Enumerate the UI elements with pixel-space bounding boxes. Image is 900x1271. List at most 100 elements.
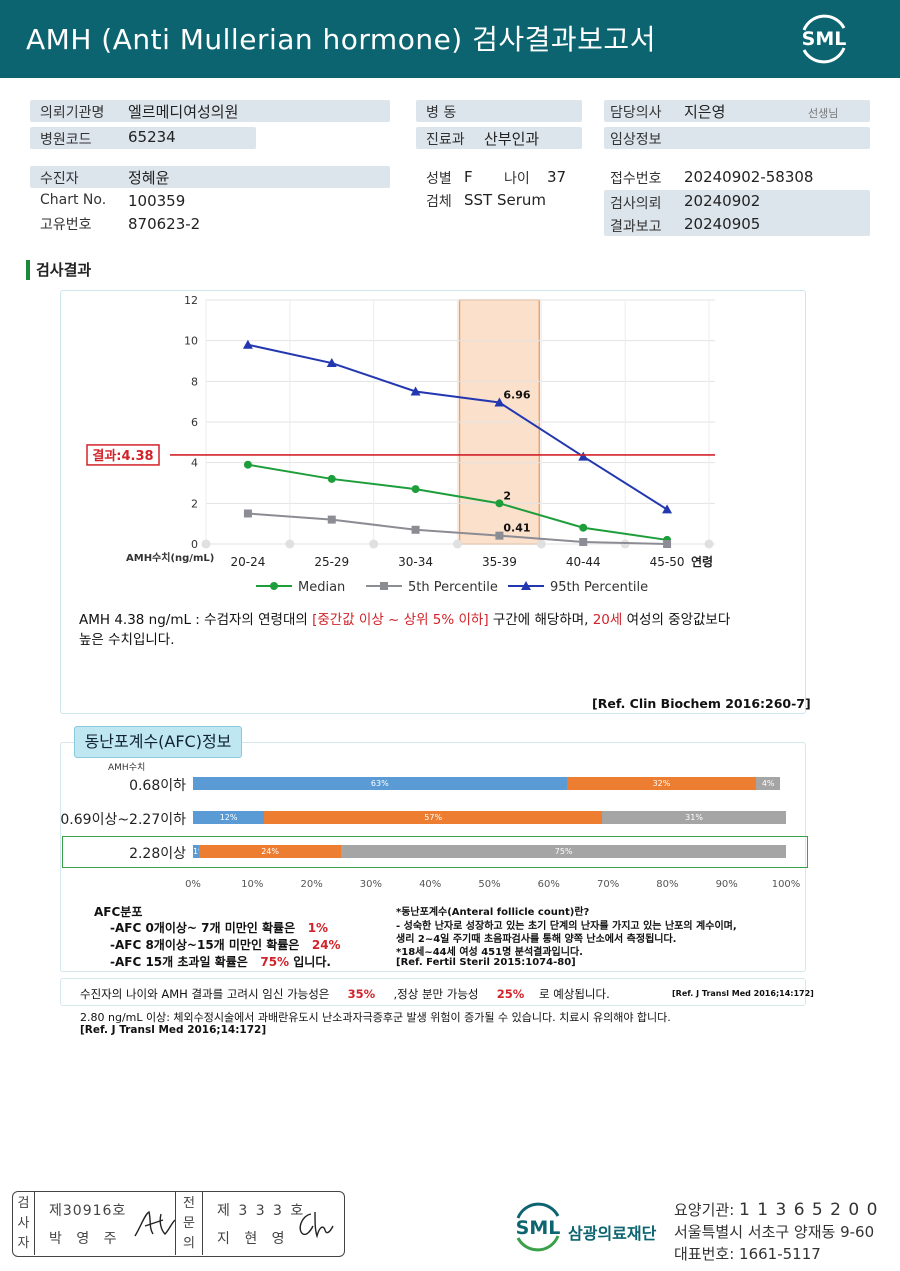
- p5-point: [243, 509, 252, 518]
- afc-def-5: [Ref. Fertil Steril 2015:1074-80]: [396, 957, 576, 968]
- interpretation-line-1: AMH 4.38 ng/mL : 수검자의 연령대의 [중간값 이상 ~ 상위 …: [79, 612, 731, 628]
- p95-point: [242, 339, 253, 349]
- y-tick-label: 2: [191, 497, 198, 510]
- axis-marker: [285, 539, 295, 549]
- y-tick-label: 10: [184, 335, 198, 348]
- sex-value: F: [464, 168, 473, 186]
- afc-bar-segment: 1%: [193, 845, 199, 858]
- axis-marker: [369, 539, 379, 549]
- data-label: 0.41: [503, 522, 530, 535]
- result-panel: [60, 290, 806, 714]
- legend-marker: [521, 581, 531, 590]
- unique-no-value: 870623-2: [128, 215, 201, 233]
- specialist-name: 지 현 영: [217, 1231, 290, 1247]
- y-tick-label: 4: [191, 457, 198, 470]
- section-title: 검사결과: [26, 260, 91, 280]
- pregnancy-box: [60, 978, 806, 1006]
- afc-def-1: *동난포계수(Anteral follicle count)란?: [396, 907, 590, 918]
- report-header: AMH (Anti Mullerian hormone) 검사결과보고서 SML: [0, 0, 900, 78]
- doctor-label: 담당의사: [610, 105, 662, 121]
- median-point: [243, 460, 252, 469]
- request-date-value: 20240902: [684, 192, 761, 210]
- axis-marker: [620, 539, 630, 549]
- specialist-no: 제 3 3 3 호: [217, 1203, 306, 1219]
- afc-x-tick: 30%: [359, 879, 382, 890]
- report-date-value: 20240905: [684, 215, 761, 233]
- afc-dist-3: -AFC 15개 초과일 확률은 75% 입니다.: [110, 955, 331, 969]
- afc-highlight-box: [62, 836, 808, 868]
- axis-marker: [201, 539, 211, 549]
- legend-label: 5th Percentile: [408, 580, 498, 595]
- afc-bar-segment: 24%: [198, 845, 342, 858]
- afc-dist-1: -AFC 0개이상~ 7개 미만인 확률은 1%: [110, 921, 329, 935]
- afc-bar-segment: 75%: [341, 845, 786, 858]
- afc-bar-segment: 57%: [264, 811, 603, 824]
- median-point: [327, 474, 336, 483]
- receipt-value: 20240902-58308: [684, 168, 814, 186]
- legend-marker: [270, 582, 278, 590]
- afc-x-tick: 50%: [478, 879, 501, 890]
- afc-x-tick: 10%: [241, 879, 264, 890]
- specialist-signature-icon: [299, 1211, 334, 1239]
- sml-logo-icon: SML: [802, 14, 846, 64]
- afc-dist-2: -AFC 8개이상~15개 미만인 확률은 24%: [110, 938, 341, 952]
- p95-point: [410, 386, 421, 396]
- dept-bar: [416, 127, 582, 149]
- requester-bar: [30, 100, 390, 122]
- result-label: 결과:4.38: [92, 448, 153, 464]
- interpretation-line-2: 높은 수치입니다.: [79, 632, 175, 648]
- afc-row-label: 0.68이하: [129, 778, 186, 794]
- afc-bar-segment: 12%: [193, 811, 265, 824]
- series-line-0: [247, 463, 668, 541]
- afc-dist-title: AFC분포: [94, 905, 143, 919]
- patient-bar: [30, 166, 390, 188]
- hospital-code-bar: [30, 127, 256, 149]
- afc-def-3: 생리 2~4일 주기때 초음파검사를 통해 양쪽 난소에서 측정됩니다.: [396, 934, 677, 945]
- institution-code: 요양기관: 1 1 3 6 5 2 0 0: [674, 1200, 879, 1220]
- afc-row-label: 0.69이상~2.27이하: [60, 812, 186, 828]
- specimen-value: SST Serum: [464, 191, 547, 209]
- age-label: 나이: [504, 171, 530, 187]
- doctor-value: 지은영: [684, 103, 726, 121]
- x-tick-label: 30-34: [398, 555, 433, 569]
- pregnancy-ref: [Ref. J Transl Med 2016;14:172]: [672, 989, 814, 998]
- y-axis-label: AMH수치(ng/mL): [126, 551, 214, 564]
- warning-ref: [Ref. J Transl Med 2016;14:172]: [80, 1024, 267, 1036]
- report-title: AMH (Anti Mullerian hormone) 검사결과보고서: [26, 23, 656, 56]
- p95-point: [494, 397, 505, 407]
- median-point: [495, 499, 504, 508]
- clinical-label: 임상정보: [610, 132, 662, 148]
- unique-no-label: 고유번호: [40, 217, 92, 233]
- axis-marker: [704, 539, 714, 549]
- doctor-bar: [604, 100, 870, 122]
- afc-x-tick: 60%: [537, 879, 560, 890]
- afc-x-tick: 100%: [771, 879, 801, 890]
- y-tick-label: 12: [184, 294, 198, 307]
- examiner-name: 박 영 주: [49, 1231, 122, 1247]
- y-tick-label: 6: [191, 416, 198, 429]
- x-tick-label: 45-50: [650, 555, 685, 569]
- median-point: [579, 523, 588, 532]
- y-tick-label: 8: [191, 375, 198, 388]
- requester-label: 의뢰기관명: [40, 105, 105, 121]
- chart-no-label: Chart No.: [40, 192, 107, 208]
- series-line-2: [247, 343, 668, 511]
- sex-label: 성별: [426, 171, 452, 187]
- patient-label: 수진자: [40, 171, 79, 187]
- request-date-label: 검사의뢰: [610, 196, 662, 212]
- x-tick-label: 25-29: [314, 555, 349, 569]
- afc-def-2: - 성숙한 난자로 성장하고 있는 초기 단계의 난자를 가지고 있는 난포의 …: [396, 921, 737, 932]
- foundation-name: 삼광의료재단: [568, 1224, 657, 1243]
- examiner-no: 제30916호: [49, 1203, 127, 1219]
- afc-x-tick: 0%: [185, 879, 201, 890]
- chart-no-value: 100359: [128, 192, 186, 210]
- p95-point: [662, 504, 673, 514]
- ward-bar: [416, 100, 582, 122]
- x-tick-label: 40-44: [566, 555, 601, 569]
- p5-point: [411, 525, 420, 534]
- data-label: 2: [503, 489, 511, 502]
- median-point: [411, 485, 420, 494]
- axis-marker: [536, 539, 546, 549]
- dept-value: 산부인과: [484, 130, 540, 148]
